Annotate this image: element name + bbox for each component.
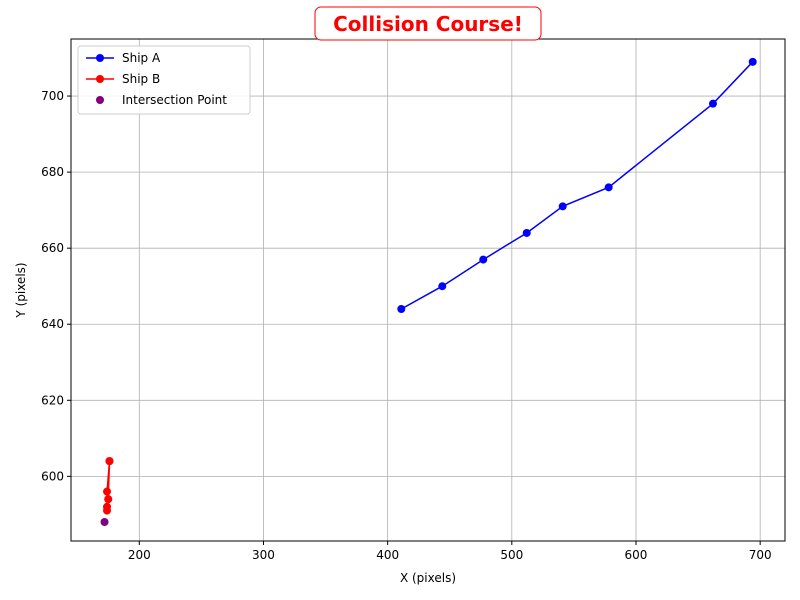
x-tick-label: 200 [128,548,151,562]
x-axis-label: X (pixels) [400,571,456,585]
legend-box [77,45,251,115]
y-tick-label: 640 [41,317,64,331]
grid [71,39,785,541]
y-tick-label: 700 [41,89,64,103]
x-tick-label: 400 [376,548,399,562]
ship-a-point [748,57,757,66]
legend-ship-a-marker [96,54,104,62]
y-tick-label: 600 [41,469,64,483]
ship-a-point [438,282,447,291]
x-tick-label: 700 [749,548,772,562]
y-axis-label: Y (pixels) [14,262,28,318]
series-layer [100,57,757,526]
x-tick-label: 500 [500,548,523,562]
legend-ship-b-label: Ship B [122,72,160,86]
legend-ship-b-marker [96,75,104,83]
legend-intersection-point-marker [96,96,104,104]
y-tick-label: 680 [41,165,64,179]
x-tick-label: 600 [625,548,648,562]
y-tick-label: 620 [41,393,64,407]
x-tick-label: 300 [252,548,275,562]
legend-ship-a-label: Ship A [122,51,161,65]
intersection-point-point [100,517,109,526]
ship-a-line [400,61,754,310]
legend-intersection-point-label: Intersection Point [122,93,227,107]
title-box [314,6,542,41]
ship-a-point [708,99,717,108]
ship-a-point [558,202,567,211]
ship-b-point [103,506,112,515]
y-tick-label: 660 [41,241,64,255]
ship-a-point [479,255,488,264]
ship-a-point [397,305,406,314]
ticks: 200 300 400 500 600 700 600 620 640 660 680 700 [41,89,772,562]
legend: Ship A Ship B Intersection Point [77,45,251,115]
ship-a-point [522,228,531,237]
ship-b-point [105,457,114,466]
ship-a-point [604,183,613,192]
ship-b-point [103,487,112,496]
ship-b-point [104,495,113,504]
title-text: Collision Course! [333,12,523,36]
chart-title: Collision Course! [314,6,542,41]
